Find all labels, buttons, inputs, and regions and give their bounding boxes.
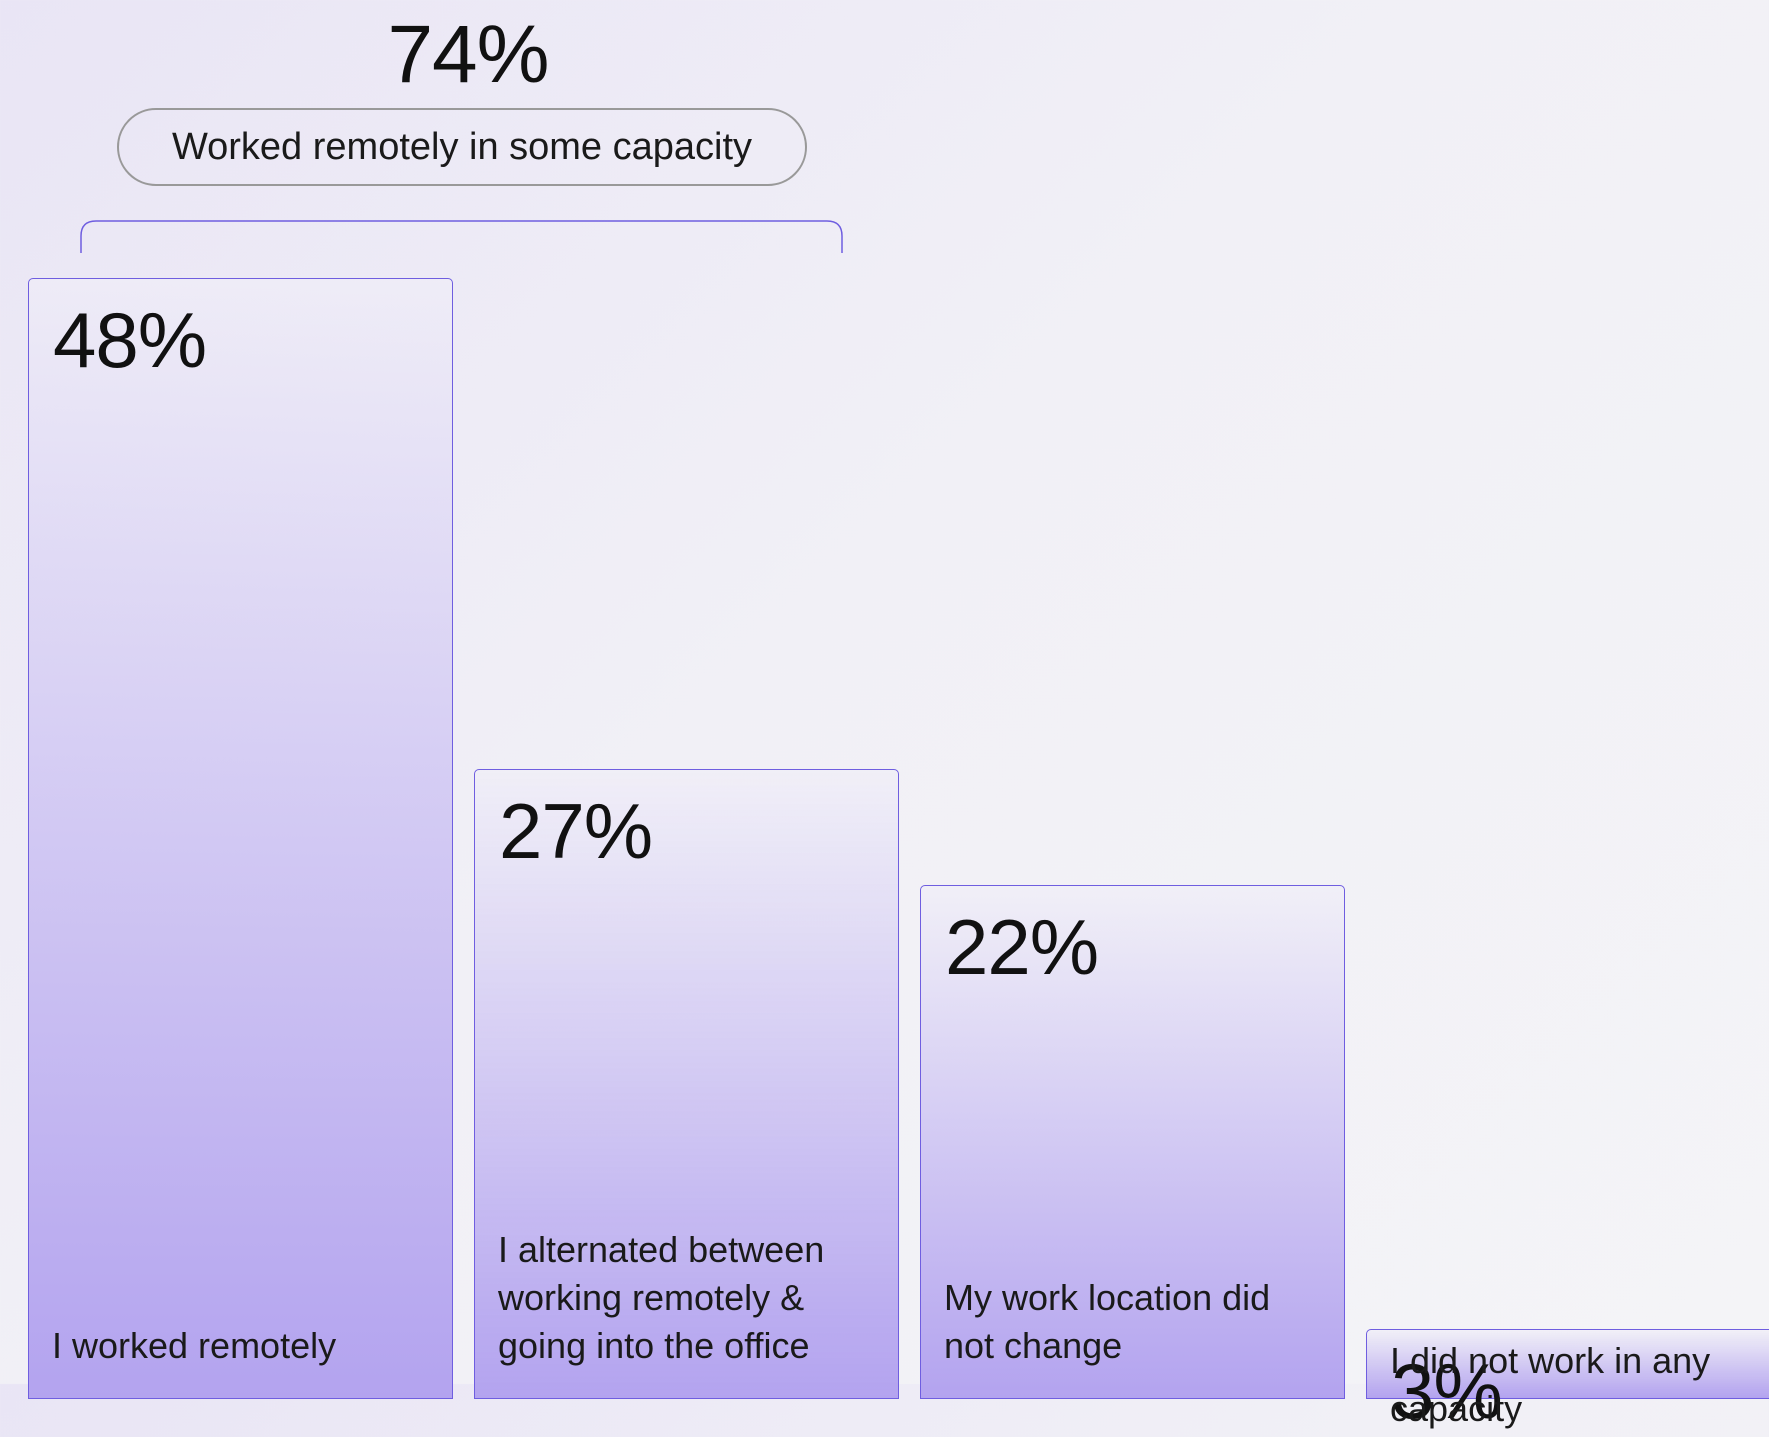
- annotation-pill: Worked remotely in some capacity: [117, 108, 807, 186]
- annotation-text: Worked remotely in some capacity: [171, 125, 753, 168]
- bar: 27%: [474, 768, 899, 1399]
- category-label: My work location did not change: [944, 1277, 1271, 1366]
- value-label: 27%: [499, 786, 653, 875]
- bracket-line: [80, 220, 843, 253]
- bracket: [80, 220, 843, 253]
- annotation-value: 74%: [387, 9, 549, 100]
- category-label: I alternated between working remotely & …: [498, 1229, 825, 1366]
- value-label: 22%: [945, 903, 1099, 992]
- category-label: I did not work in any capacity: [1390, 1339, 1711, 1429]
- bar: 48%: [28, 278, 453, 1399]
- value-label: 48%: [53, 296, 207, 385]
- category-label: I worked remotely: [52, 1325, 337, 1366]
